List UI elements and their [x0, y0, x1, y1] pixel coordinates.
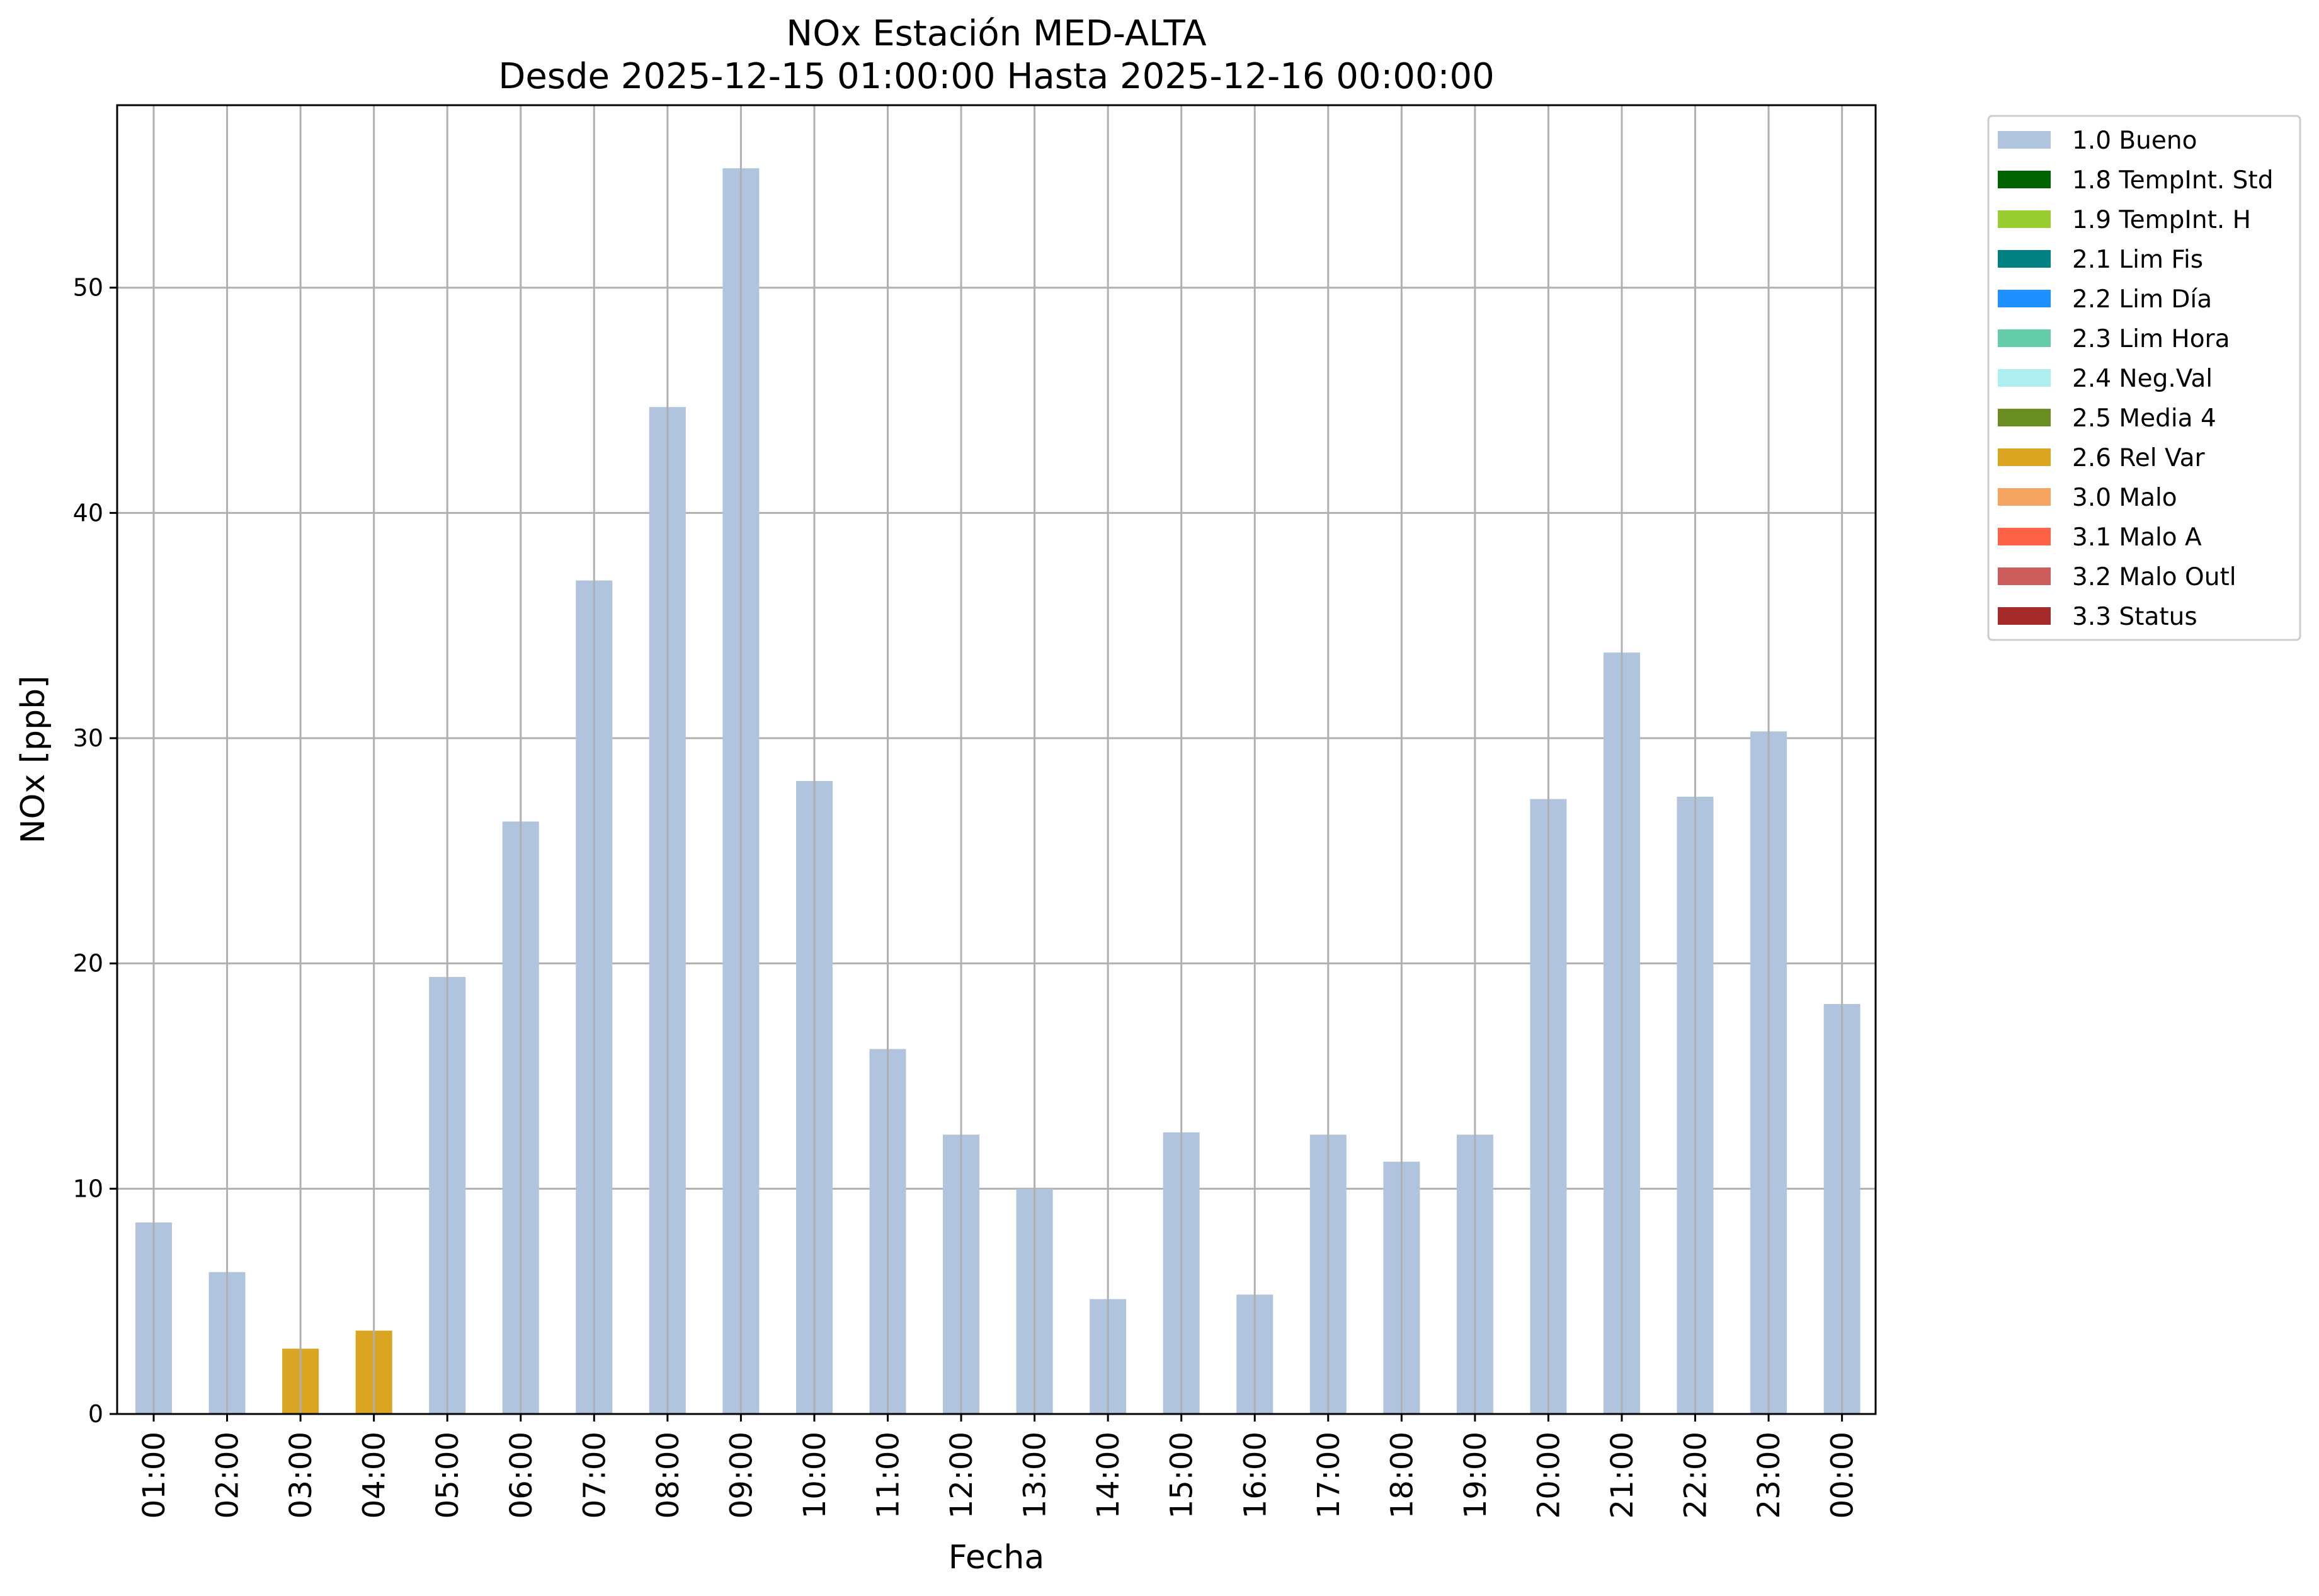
- legend-label: 1.0 Bueno: [2072, 127, 2197, 155]
- x-tick-label: 07:00: [577, 1432, 612, 1519]
- y-tick-label: 50: [73, 274, 103, 302]
- x-tick-label: 19:00: [1458, 1432, 1493, 1519]
- y-axis-label: NOx [ppb]: [14, 676, 52, 844]
- x-tick-label: 17:00: [1311, 1432, 1347, 1519]
- legend-swatch: [1998, 607, 2051, 625]
- y-tick-label: 40: [73, 499, 103, 527]
- legend-label: 1.9 TempInt. H: [2072, 206, 2251, 234]
- x-tick-label: 23:00: [1752, 1432, 1787, 1519]
- x-tick-label: 06:00: [504, 1432, 539, 1519]
- legend-swatch: [1998, 290, 2051, 307]
- legend-label: 3.2 Malo Outl: [2072, 563, 2236, 591]
- legend-swatch: [1998, 131, 2051, 149]
- x-tick-label: 16:00: [1238, 1432, 1273, 1519]
- x-tick-label: 05:00: [430, 1432, 465, 1519]
- legend-label: 3.0 Malo: [2072, 484, 2177, 512]
- legend-label: 2.3 Lim Hora: [2072, 325, 2230, 353]
- legend-swatch: [1998, 171, 2051, 188]
- chart-subtitle: Desde 2025-12-15 01:00:00 Hasta 2025-12-…: [498, 56, 1495, 97]
- legend-label: 2.5 Media 4: [2072, 404, 2216, 433]
- legend-swatch: [1998, 250, 2051, 268]
- x-tick-label: 13:00: [1018, 1432, 1053, 1519]
- x-tick-label: 15:00: [1165, 1432, 1200, 1519]
- chart-title: NOx Estación MED-ALTA: [786, 13, 1206, 54]
- x-tick-label: 00:00: [1825, 1432, 1860, 1519]
- x-tick-label: 01:00: [137, 1432, 172, 1519]
- vertical-gridlines: [152, 105, 1843, 1414]
- y-tick-label: 0: [88, 1400, 103, 1428]
- bars: [135, 168, 1860, 1415]
- y-tick-label: 10: [73, 1175, 103, 1202]
- legend-swatch: [1998, 329, 2051, 347]
- x-axis-label: Fecha: [949, 1539, 1044, 1576]
- legend-swatch: [1998, 448, 2051, 466]
- x-tick-label: 22:00: [1678, 1432, 1714, 1519]
- x-tick-label: 20:00: [1531, 1432, 1566, 1519]
- legend-swatch: [1998, 567, 2051, 585]
- y-tick-label: 20: [73, 950, 103, 978]
- legend-label: 3.3 Status: [2072, 603, 2197, 631]
- x-tick-label: 11:00: [871, 1432, 906, 1519]
- x-tick-label: 18:00: [1384, 1432, 1420, 1519]
- plot-frame: [116, 104, 1877, 1415]
- legend-label: 1.8 TempInt. Std: [2072, 166, 2273, 195]
- legend-label: 2.1 Lim Fis: [2072, 246, 2203, 274]
- legend-label: 2.4 Neg.Val: [2072, 365, 2213, 393]
- y-axis-ticks: 0 10 20 30 40 50: [73, 274, 117, 1428]
- legend-swatch: [1998, 528, 2051, 545]
- legend-label: 2.2 Lim Día: [2072, 285, 2212, 314]
- x-tick-label: 09:00: [724, 1432, 759, 1519]
- x-tick-label: 02:00: [210, 1432, 246, 1519]
- legend-swatch: [1998, 488, 2051, 506]
- x-tick-label: 14:00: [1091, 1432, 1126, 1519]
- y-tick-label: 30: [73, 724, 103, 752]
- x-tick-label: 12:00: [944, 1432, 979, 1519]
- legend-swatch: [1998, 210, 2051, 228]
- x-tick-label: 03:00: [283, 1432, 319, 1519]
- x-tick-label: 10:00: [797, 1432, 833, 1519]
- x-tick-label: 04:00: [357, 1432, 392, 1519]
- x-tick-label: 08:00: [651, 1432, 686, 1519]
- legend-swatch: [1998, 369, 2051, 387]
- legend-label: 2.6 Rel Var: [2072, 444, 2206, 472]
- gridlines: [117, 287, 1876, 1190]
- legend-swatch: [1998, 409, 2051, 426]
- x-tick-label: 21:00: [1605, 1432, 1640, 1519]
- x-axis-ticks: 01:00 02:00 03:00 04:00 05:00 06:00 07:00 08:00…: [137, 1414, 1860, 1519]
- legend-box: [1987, 115, 2301, 641]
- legend-label: 3.1 Malo A: [2072, 523, 2202, 552]
- legend: 1.0 Bueno 1.8 TempInt. Std 1.9 TempInt. H 2…: [1987, 115, 2301, 641]
